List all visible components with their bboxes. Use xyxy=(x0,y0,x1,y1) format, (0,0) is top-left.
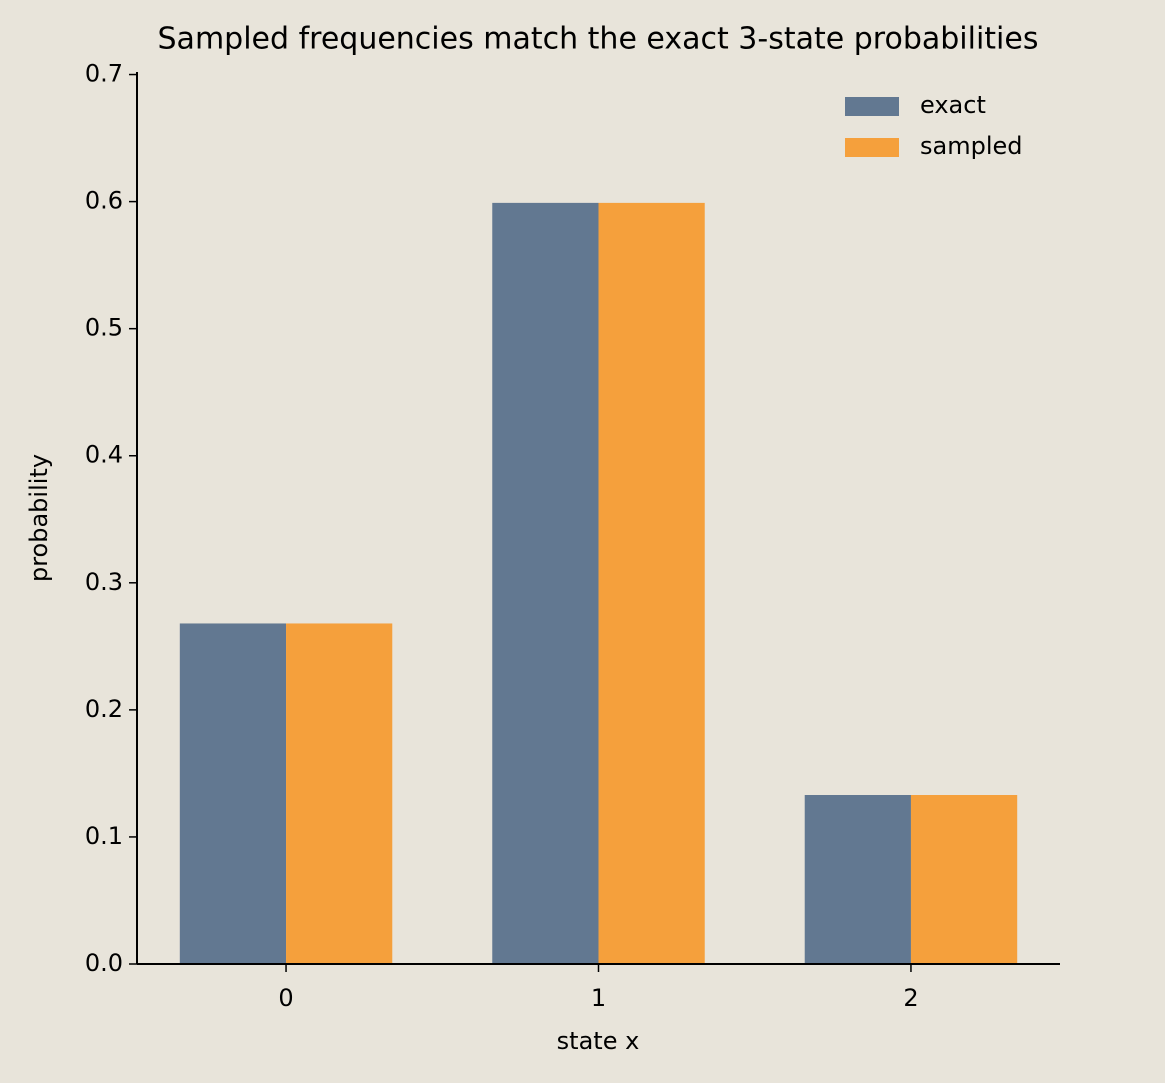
y-tick-label: 0.2 xyxy=(85,695,123,723)
bar xyxy=(492,202,599,964)
y-tick-label: 0.3 xyxy=(85,568,123,596)
bar xyxy=(598,202,705,964)
y-axis-label: probability xyxy=(25,454,53,582)
x-tick-label: 0 xyxy=(278,984,293,1012)
y-tick-label: 0.0 xyxy=(85,949,123,977)
y-tick-label: 0.1 xyxy=(85,822,123,850)
legend-swatch xyxy=(845,138,899,157)
bar xyxy=(804,795,911,964)
x-axis-label: state x xyxy=(557,1027,640,1055)
y-tick-label: 0.7 xyxy=(85,60,123,88)
bar xyxy=(179,623,287,964)
bar xyxy=(910,795,1018,964)
legend-swatch xyxy=(845,97,899,116)
x-tick-label: 1 xyxy=(591,984,606,1012)
chart-title: Sampled frequencies match the exact 3-st… xyxy=(158,22,1039,57)
y-tick-label: 0.6 xyxy=(85,187,123,215)
y-tick-label: 0.4 xyxy=(85,441,123,469)
bar xyxy=(286,623,393,964)
x-tick-label: 2 xyxy=(903,984,918,1012)
legend-label: exact xyxy=(920,91,986,119)
legend-label: sampled xyxy=(920,132,1023,160)
y-tick-label: 0.5 xyxy=(85,314,123,342)
